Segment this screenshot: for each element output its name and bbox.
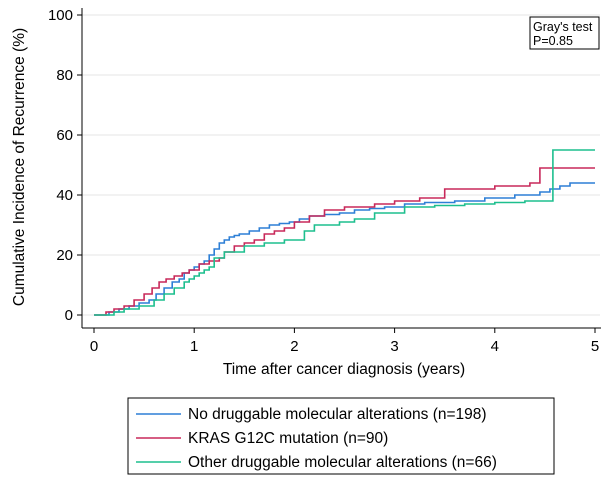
grid-lines [82, 14, 600, 316]
x-tick-label: 1 [190, 338, 198, 355]
y-tick-label: 60 [56, 127, 73, 144]
y-axis-label: Cumulative Incidence of Recurrence (%) [11, 28, 28, 306]
legend-label-3: Other druggable molecular alterations (n… [188, 454, 497, 471]
axis-ticks: 0 20 40 60 80 100 0 1 2 3 4 5 [48, 7, 599, 355]
x-tick-label: 4 [491, 338, 499, 355]
y-tick-label: 0 [65, 307, 73, 324]
annotation-box [529, 16, 600, 50]
x-tick-label: 3 [390, 338, 398, 355]
y-tick-label: 100 [48, 7, 73, 24]
y-tick-label: 40 [56, 187, 73, 204]
legend-label-2: KRAS G12C mutation (n=90) [188, 430, 388, 447]
x-tick-label: 2 [290, 338, 298, 355]
x-tick-label: 0 [90, 338, 98, 355]
x-tick-label: 5 [591, 338, 599, 355]
legend-box [127, 397, 555, 475]
grays-test-annotation: Gray's test P=0.85 [529, 16, 600, 50]
series-line-3 [94, 149, 595, 316]
x-axis-label: Time after cancer diagnosis (years) [223, 361, 465, 378]
legend-label-1: No druggable molecular alterations (n=19… [188, 406, 487, 423]
series-lines [94, 149, 595, 316]
annotation-line-2: P=0.85 [533, 34, 573, 48]
series-line-2 [94, 167, 595, 316]
legend: No druggable molecular alterations (n=19… [127, 397, 555, 475]
annotation-line-1: Gray's test [533, 20, 593, 34]
axes [81, 8, 601, 329]
series-line-1 [94, 182, 595, 316]
y-tick-label: 20 [56, 247, 73, 264]
y-tick-label: 80 [56, 67, 73, 84]
